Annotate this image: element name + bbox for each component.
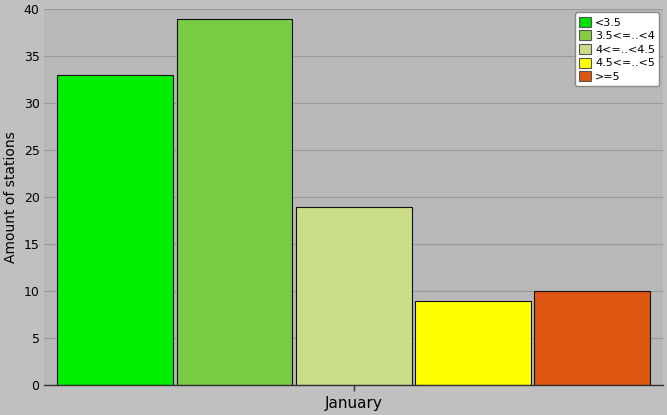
Bar [534, 291, 650, 386]
Legend: <3.5, 3.5<=..<4, 4<=..<4.5, 4.5<=..<5, >=5: <3.5, 3.5<=..<4, 4<=..<4.5, 4.5<=..<5, >… [575, 12, 660, 86]
Bar [57, 75, 173, 386]
Bar [177, 19, 292, 386]
Bar [415, 301, 531, 386]
Y-axis label: Amount of stations: Amount of stations [4, 132, 18, 263]
Bar [295, 207, 412, 386]
